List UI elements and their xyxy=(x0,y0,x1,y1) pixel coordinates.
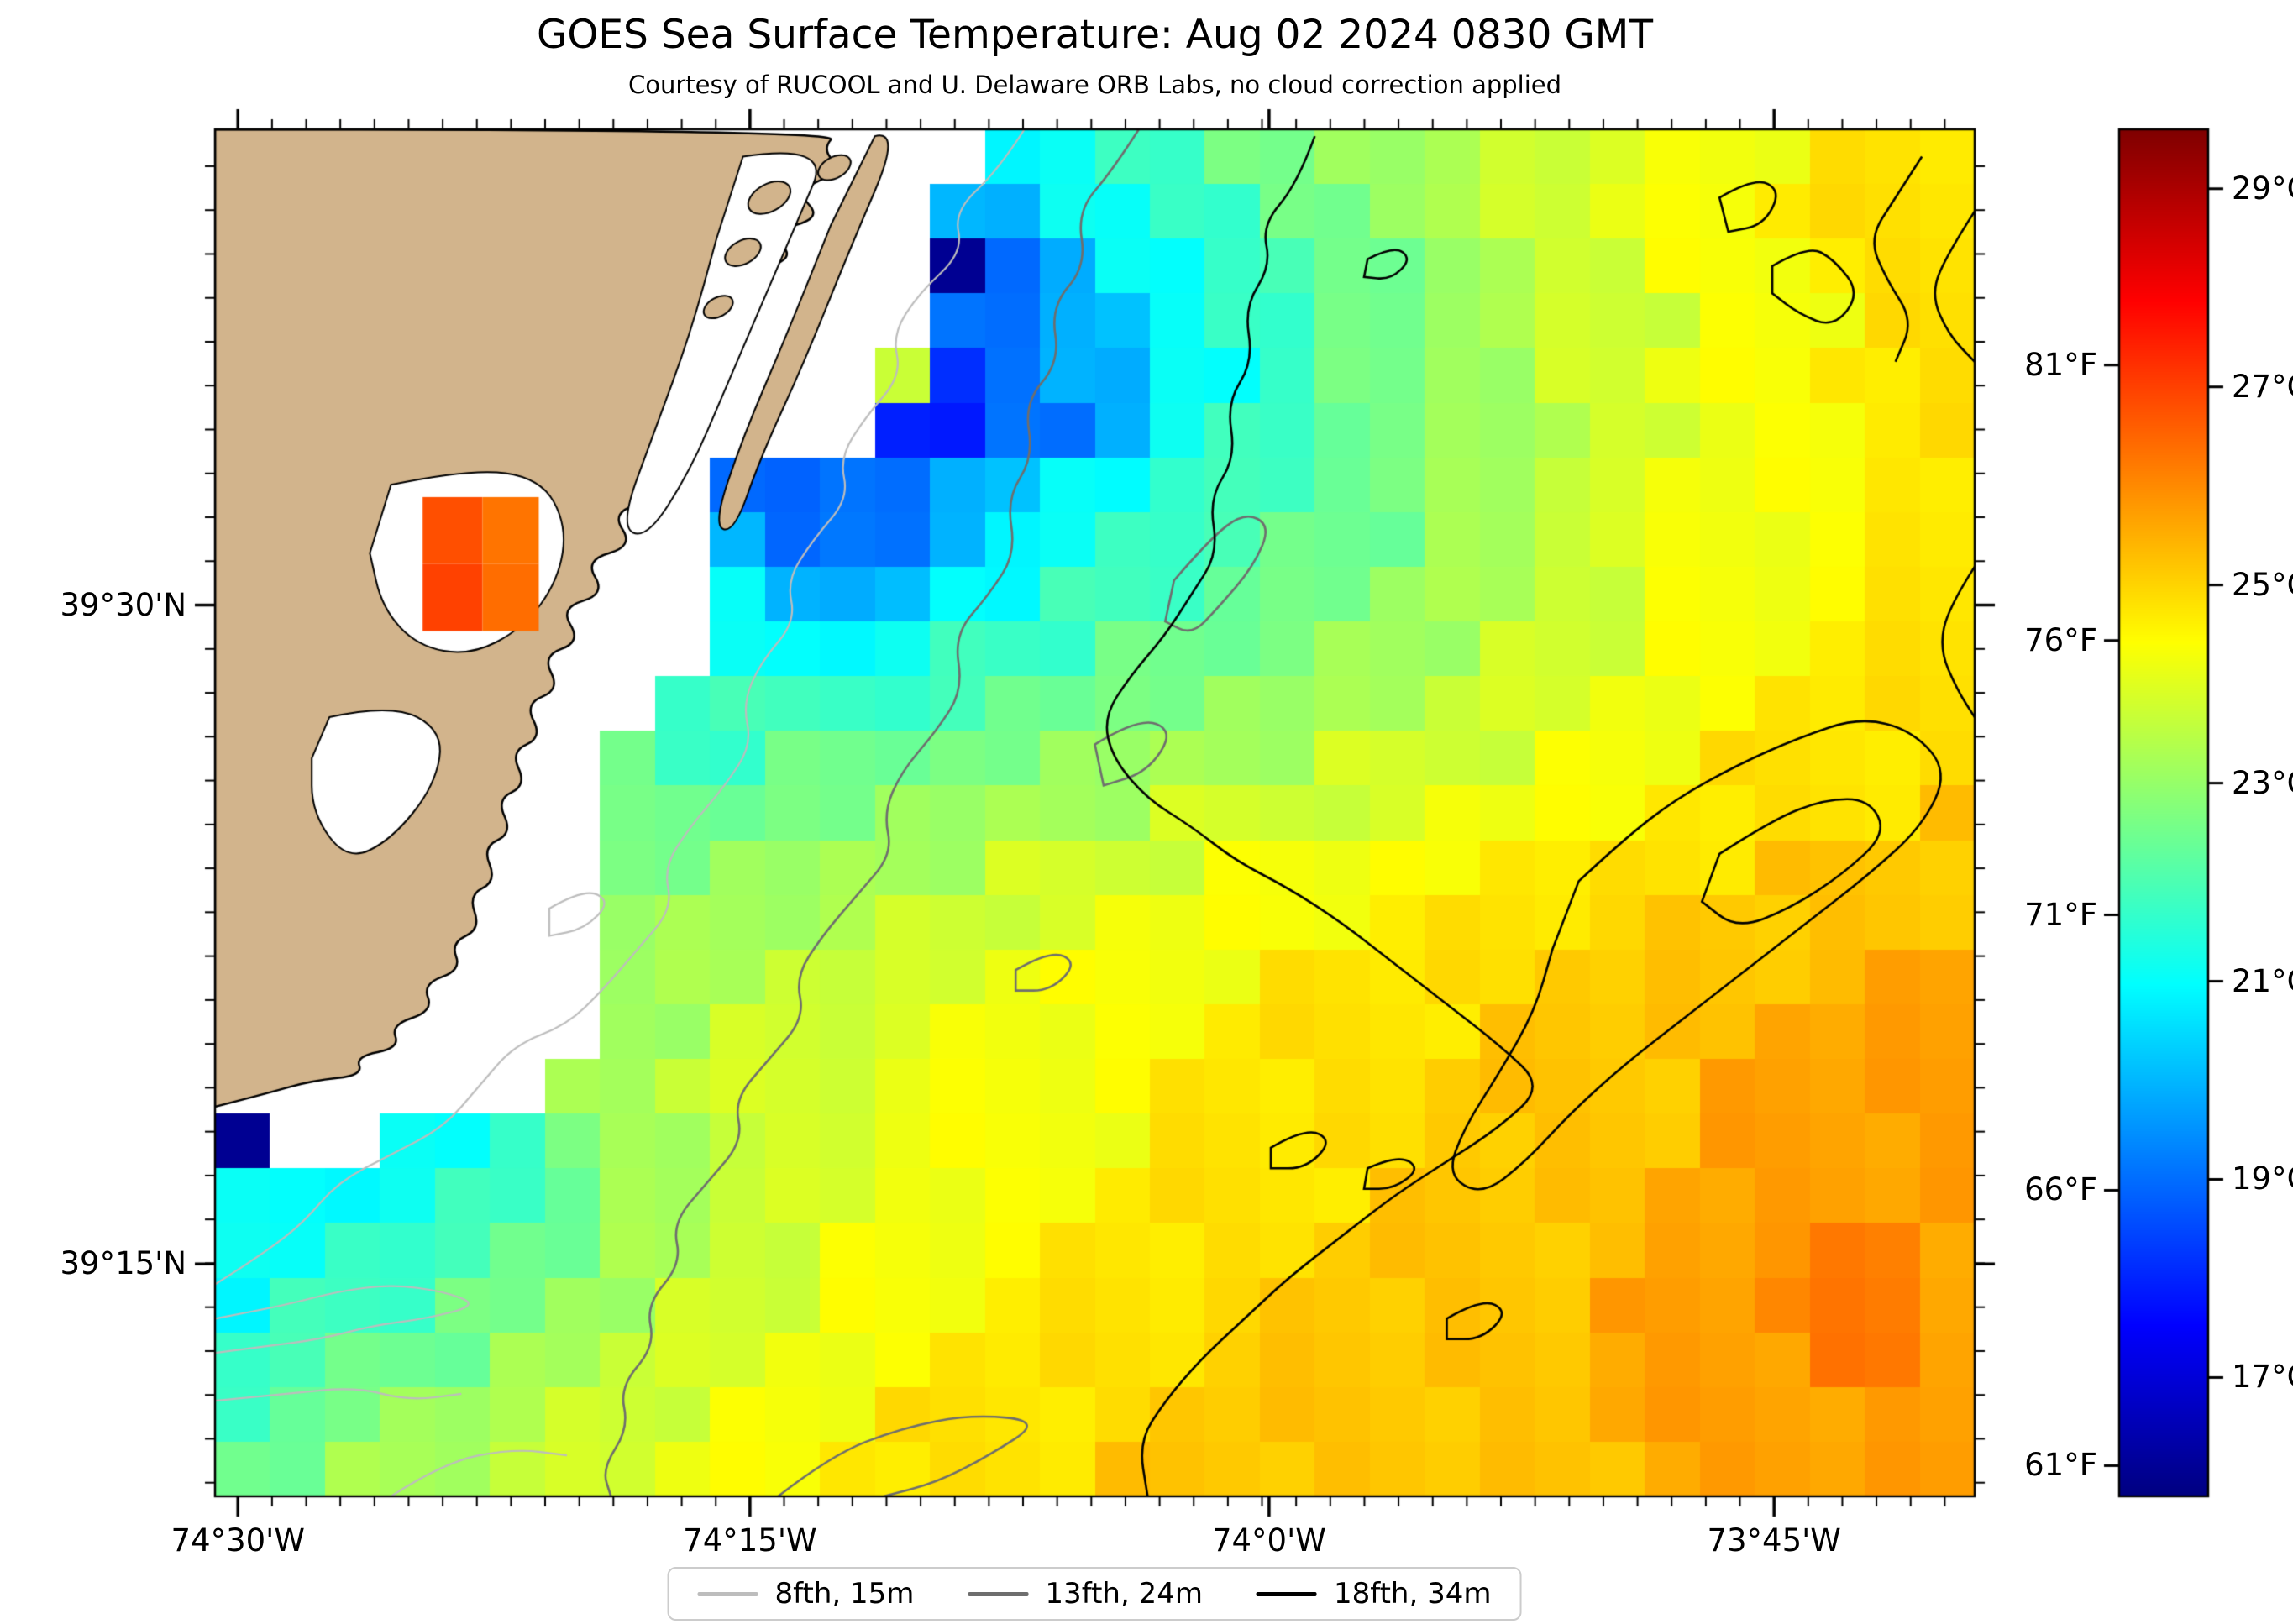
colorbar-fahrenheit-tick-label: 76°F xyxy=(2024,621,2097,658)
chart-title: GOES Sea Surface Temperature: Aug 02 202… xyxy=(536,12,1654,58)
legend-item-label: 8fth, 15m xyxy=(774,1577,915,1611)
legend-item-label: 13fth, 24m xyxy=(1045,1577,1203,1611)
colorbar-fahrenheit-tick-label: 81°F xyxy=(2024,346,2097,383)
chart-subtitle: Courtesy of RUCOOL and U. Delaware ORB L… xyxy=(627,71,1562,99)
colorbar-celsius-tick-label: 23°C xyxy=(2232,764,2293,801)
colorbar-celsius-tick-label: 21°C xyxy=(2232,962,2293,999)
colorbar-fahrenheit-tick-label: 61°F xyxy=(2024,1447,2097,1484)
x-tick-label: 74°30'W xyxy=(171,1522,305,1559)
y-tick-label: 39°15'N xyxy=(60,1245,186,1282)
x-tick-label: 73°45'W xyxy=(1707,1522,1841,1559)
legend-line-swatch xyxy=(697,1591,758,1596)
colorbar-celsius-tick-label: 29°C xyxy=(2232,170,2293,207)
legend-item: 18fth, 34m xyxy=(1256,1577,1492,1611)
legend-line-swatch xyxy=(1256,1591,1317,1596)
y-tick-label: 39°30'N xyxy=(60,586,186,623)
colorbar-celsius-tick-label: 27°C xyxy=(2232,368,2293,405)
legend-line-swatch xyxy=(968,1591,1029,1596)
colorbar-celsius-tick-label: 25°C xyxy=(2232,566,2293,603)
colorbar-fahrenheit-tick-label: 71°F xyxy=(2024,896,2097,933)
legend-item-label: 18fth, 34m xyxy=(1333,1577,1492,1611)
legend-item: 13fth, 24m xyxy=(968,1577,1203,1611)
colorbar-celsius-tick-label: 19°C xyxy=(2232,1160,2293,1197)
colorbar-fahrenheit-tick-label: 66°F xyxy=(2024,1171,2097,1208)
depth-contour-legend: 8fth, 15m 13fth, 24m 18fth, 34m xyxy=(667,1567,1522,1621)
x-tick-label: 74°0'W xyxy=(1211,1522,1326,1559)
x-tick-label: 74°15'W xyxy=(683,1522,817,1559)
legend-item: 8fth, 15m xyxy=(697,1577,915,1611)
colorbar-celsius-tick-label: 17°C xyxy=(2232,1359,2293,1396)
